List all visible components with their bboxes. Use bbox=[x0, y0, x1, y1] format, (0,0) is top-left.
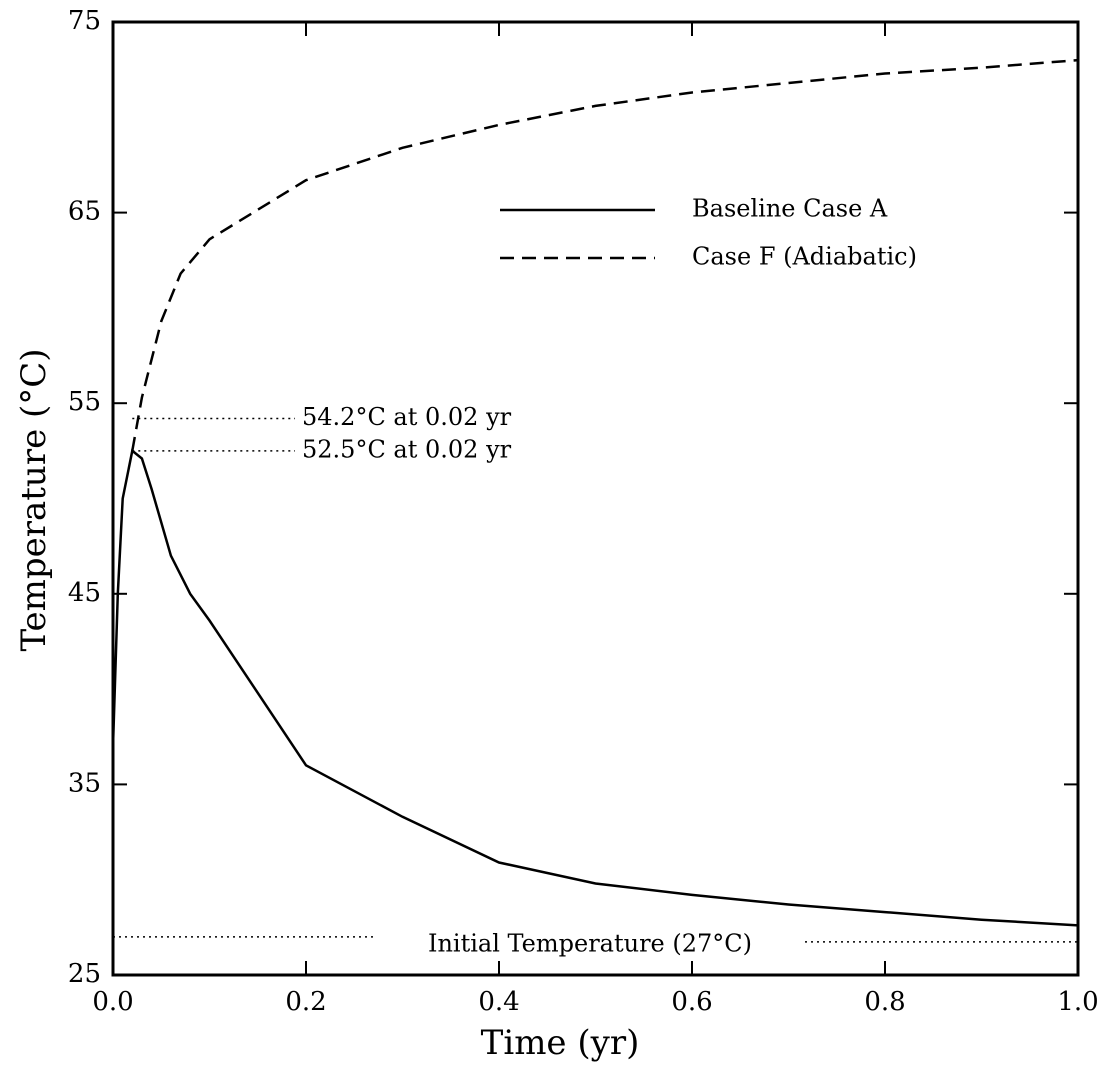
legend-label: Baseline Case A bbox=[692, 195, 888, 223]
y-axis-label: Temperature (°C) bbox=[14, 348, 54, 651]
x-tick-label: 0.2 bbox=[285, 987, 326, 1017]
annotation: 54.2°C at 0.02 yr bbox=[302, 403, 512, 431]
y-tick-label: 25 bbox=[68, 959, 101, 989]
x-tick-label: 0.4 bbox=[478, 987, 519, 1017]
y-tick-label: 75 bbox=[68, 6, 101, 36]
plot-frame bbox=[111, 20, 1080, 977]
y-tick-label: 65 bbox=[68, 197, 101, 227]
x-tick-label: 1.0 bbox=[1057, 987, 1098, 1017]
annotation: 52.5°C at 0.02 yr bbox=[302, 435, 512, 463]
x-tick-label: 0.0 bbox=[92, 987, 133, 1017]
y-tick-label: 55 bbox=[68, 387, 101, 417]
series-line bbox=[111, 448, 1079, 927]
x-tick-label: 0.6 bbox=[671, 987, 712, 1017]
y-tick-label: 35 bbox=[68, 768, 101, 798]
x-tick-label: 0.8 bbox=[864, 987, 905, 1017]
legend-label: Case F (Adiabatic) bbox=[692, 243, 917, 271]
y-tick-label: 45 bbox=[68, 578, 101, 608]
series-line bbox=[131, 58, 1079, 452]
annotation: Initial Temperature (27°C) bbox=[428, 929, 752, 957]
x-axis-label: Time (yr) bbox=[481, 1023, 640, 1063]
